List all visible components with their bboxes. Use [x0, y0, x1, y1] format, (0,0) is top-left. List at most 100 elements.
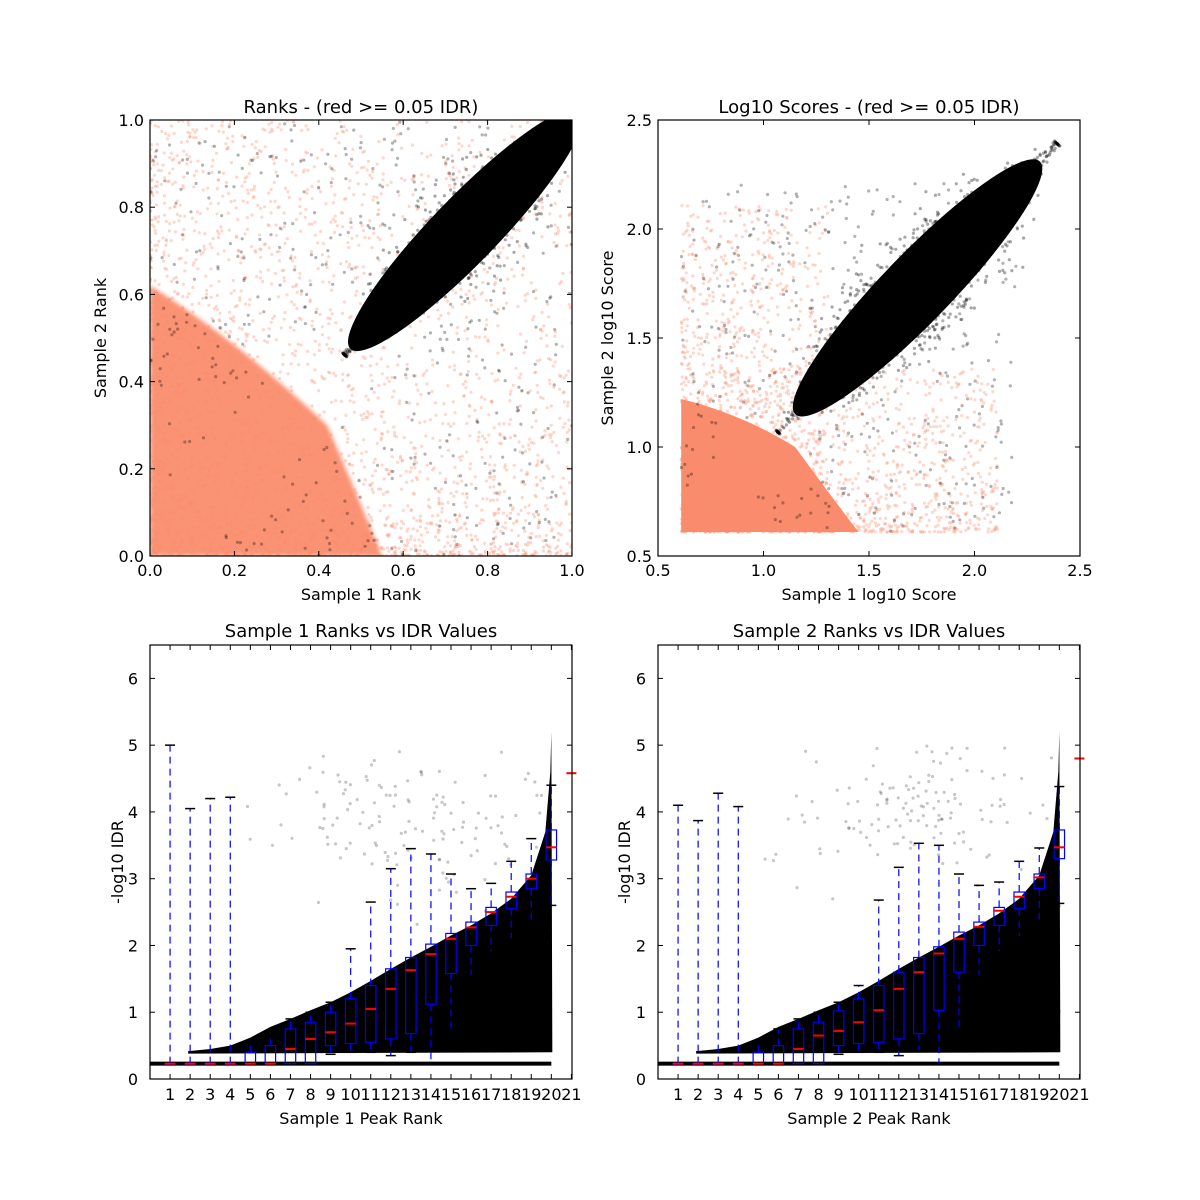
salmon-point: [179, 256, 183, 260]
salmon-point: [726, 513, 730, 518]
salmon-point: [447, 183, 452, 188]
salmon-point: [345, 373, 349, 377]
salmon-point: [210, 331, 214, 335]
salmon-point: [523, 482, 527, 486]
salmon-point: [463, 166, 467, 170]
grey-point: [453, 513, 457, 517]
salmon-point: [224, 552, 228, 556]
salmon-point: [230, 373, 234, 377]
salmon-point: [150, 552, 153, 556]
salmon-point: [406, 541, 410, 545]
salmon-point: [166, 333, 170, 337]
salmon-point: [936, 530, 940, 534]
salmon-point: [548, 545, 552, 549]
grey-point: [498, 264, 502, 268]
salmon-point: [221, 194, 225, 198]
salmon-point: [197, 302, 201, 306]
salmon-point: [464, 315, 469, 319]
salmon-point: [949, 510, 954, 514]
salmon-point: [220, 123, 224, 128]
salmon-point: [517, 534, 521, 538]
salmon-point: [339, 399, 344, 403]
salmon-point: [332, 550, 336, 554]
salmon-point: [826, 294, 830, 298]
salmon-point: [449, 177, 453, 181]
salmon-point: [284, 159, 288, 163]
salmon-point: [738, 389, 742, 393]
salmon-point: [279, 465, 283, 469]
salmon-point: [367, 521, 371, 525]
salmon-point: [565, 244, 569, 248]
salmon-point: [493, 463, 497, 467]
salmon-point: [498, 545, 502, 549]
salmon-point: [313, 233, 317, 237]
salmon-point: [349, 552, 353, 556]
salmon-point: [266, 516, 270, 520]
salmon-point: [446, 448, 451, 452]
grey-point: [151, 337, 155, 341]
salmon-point: [793, 419, 798, 424]
salmon-point: [260, 215, 264, 219]
salmon-point: [259, 396, 263, 400]
salmon-point: [294, 284, 298, 288]
salmon-point: [297, 276, 302, 280]
salmon-point: [312, 165, 316, 169]
salmon-point: [200, 466, 204, 470]
salmon-point: [182, 496, 186, 501]
salmon-point: [154, 550, 158, 554]
salmon-point: [225, 522, 229, 526]
salmon-point: [239, 261, 243, 265]
grey-point: [252, 542, 256, 546]
salmon-point: [219, 225, 223, 229]
salmon-point: [927, 501, 931, 505]
x-tick-label: 0.6: [390, 561, 415, 580]
salmon-point: [732, 464, 736, 468]
grey-point: [546, 426, 550, 431]
black-point: [345, 349, 349, 353]
salmon-point: [272, 314, 277, 318]
black-point: [449, 188, 453, 192]
grey-point: [232, 185, 236, 189]
black-point: [469, 273, 473, 277]
salmon-point: [299, 158, 303, 162]
salmon-point: [802, 530, 806, 534]
grey-point: [474, 523, 479, 528]
salmon-point: [764, 343, 768, 347]
salmon-point: [392, 433, 396, 438]
salmon-point: [233, 342, 237, 346]
grey-point: [381, 222, 385, 226]
salmon-point: [162, 250, 166, 254]
salmon-point: [956, 501, 960, 505]
black-point: [342, 352, 346, 356]
black-point: [573, 117, 576, 120]
salmon-point: [701, 410, 705, 414]
salmon-point: [767, 530, 771, 534]
salmon-point: [353, 276, 357, 280]
salmon-point: [875, 478, 879, 482]
salmon-point: [216, 396, 220, 400]
salmon-point: [535, 359, 539, 363]
salmon-point: [339, 210, 343, 214]
salmon-point: [351, 471, 355, 475]
salmon-point: [436, 528, 440, 532]
salmon-point: [413, 446, 417, 450]
grey-point: [549, 224, 553, 228]
salmon-point: [213, 536, 217, 540]
salmon-point: [744, 229, 748, 233]
salmon-point: [210, 170, 214, 174]
salmon-point: [369, 483, 373, 487]
salmon-point: [151, 547, 156, 551]
black-point: [586, 105, 589, 108]
grey-point: [552, 535, 556, 539]
salmon-point: [297, 363, 301, 367]
grey-point: [388, 226, 392, 230]
salmon-point: [399, 550, 403, 554]
salmon-point: [477, 435, 481, 439]
salmon-point: [954, 381, 958, 385]
grey-point: [325, 445, 329, 450]
grey-point: [175, 280, 179, 284]
salmon-point: [386, 430, 390, 434]
salmon-point: [535, 383, 539, 387]
salmon-point: [453, 539, 457, 543]
salmon-point: [717, 398, 721, 403]
